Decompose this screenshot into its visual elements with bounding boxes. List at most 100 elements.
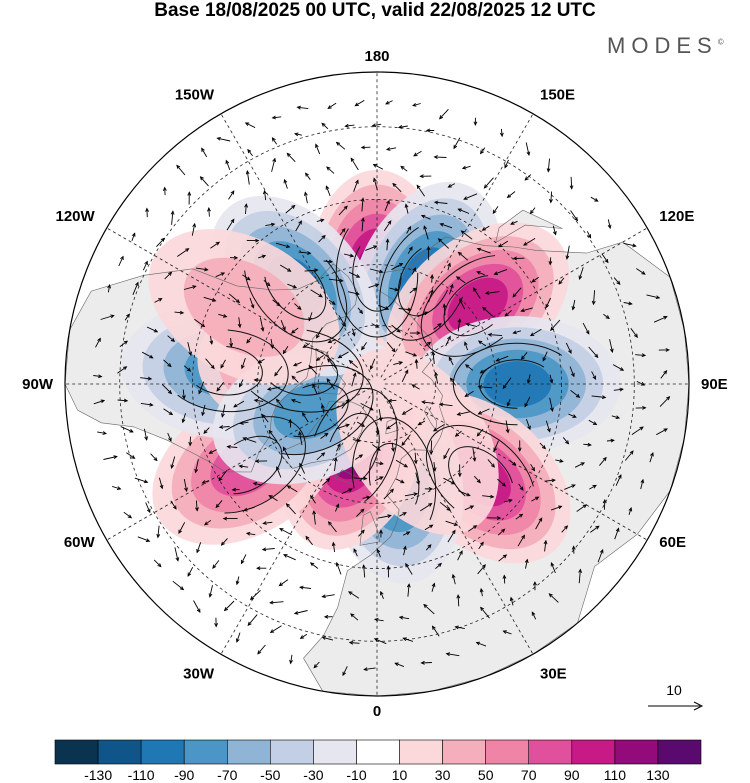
wind-arrow	[258, 254, 267, 259]
wind-arrow	[308, 312, 313, 322]
wind-arrow	[482, 494, 495, 499]
wind-arrow	[318, 234, 326, 243]
colorbar-tick-label: -130	[84, 767, 112, 783]
wind-arrow-shaft	[210, 241, 220, 249]
wind-arrow-head	[339, 278, 344, 283]
wind-arrow-head	[225, 159, 230, 165]
wind-arrow-head	[288, 418, 293, 424]
wind-arrow-shaft	[123, 511, 132, 519]
wind-arrow-shaft	[209, 585, 213, 597]
wind-arrow	[568, 413, 577, 418]
wind-arrow-head	[123, 366, 128, 371]
wind-arrow-shaft	[195, 459, 199, 473]
wind-arrow-shaft	[405, 204, 409, 214]
longitude-label: 60W	[64, 534, 96, 551]
wind-arrow-shaft	[164, 271, 172, 280]
wind-arrow	[635, 405, 647, 410]
wind-arrow-head	[431, 582, 436, 588]
wind-arrow	[442, 303, 447, 316]
wind-arrow-shaft	[502, 377, 512, 389]
wind-arrow	[164, 271, 173, 280]
wind-arrow-head	[457, 251, 463, 256]
wind-arrow-shaft	[124, 313, 130, 321]
wind-arrow-head	[283, 554, 288, 558]
wind-arrow-head	[176, 164, 181, 169]
wind-arrow-shaft	[227, 446, 238, 448]
wind-arrow	[249, 589, 261, 601]
wind-arrow	[341, 488, 353, 495]
wind-arrow-shaft	[282, 447, 290, 460]
wind-arrow-head	[432, 427, 438, 432]
wind-arrow	[659, 396, 671, 407]
wind-arrow-shaft	[572, 299, 576, 310]
wind-arrow-head	[186, 367, 192, 372]
wind-arrow	[433, 200, 448, 205]
wind-arrow	[249, 297, 255, 309]
wind-arrow-shaft	[434, 201, 448, 204]
wind-arrow-head	[257, 359, 262, 364]
wind-arrow-head	[526, 151, 531, 157]
wind-arrow	[393, 361, 404, 366]
wind-arrow-head	[420, 214, 426, 219]
wind-arrow	[451, 573, 456, 585]
wind-arrow-shaft	[368, 284, 379, 289]
wind-arrow-head	[518, 513, 524, 518]
wind-arrow-shaft	[246, 170, 250, 185]
wind-arrow-shaft	[636, 380, 645, 386]
wind-arrow-shaft	[274, 366, 283, 376]
wind-arrow-head	[403, 463, 409, 468]
wind-arrow-shaft	[279, 264, 291, 272]
wind-arrow-shaft	[140, 377, 152, 380]
wind-arrow-shaft	[424, 524, 433, 531]
wind-arrow	[235, 576, 240, 586]
wind-arrow	[623, 301, 633, 306]
wind-arrow-shaft	[202, 480, 210, 484]
wind-arrow-shaft	[574, 462, 585, 468]
wind-arrow-shaft	[161, 383, 172, 394]
wind-arrow-head	[463, 196, 468, 200]
wind-arrow-head	[296, 105, 301, 110]
wind-arrow	[290, 399, 301, 404]
wind-arrow-shaft	[303, 343, 310, 348]
wind-arrow-shaft	[334, 504, 339, 512]
longitude-label: 180	[364, 48, 389, 65]
wind-arrow	[119, 340, 129, 347]
wind-arrow-head	[320, 403, 325, 409]
wind-arrow	[417, 311, 429, 318]
wind-arrow-head	[327, 521, 332, 526]
wind-arrow-head	[663, 428, 668, 432]
coastline	[424, 405, 438, 431]
wind-arrow	[231, 487, 240, 492]
wind-arrow-head	[187, 572, 192, 577]
wind-arrow-shaft	[270, 338, 274, 349]
wind-arrow-head	[269, 629, 275, 634]
wind-arrow	[544, 478, 556, 483]
wind-arrow-shaft	[372, 444, 381, 451]
wind-arrow-head	[457, 318, 462, 323]
wind-arrow-shaft	[405, 563, 413, 575]
wind-arrow-head	[262, 189, 267, 195]
wind-arrow-shaft	[316, 355, 324, 361]
wind-arrow	[391, 442, 395, 453]
wind-arrow-shaft	[326, 166, 335, 174]
streamline	[270, 346, 339, 396]
wind-arrow-shaft	[542, 351, 548, 361]
wind-arrow-head	[479, 541, 484, 546]
map-title: Base 18/08/2025 00 UTC, valid 22/08/2025…	[154, 0, 596, 21]
wind-arrow-head	[558, 505, 563, 510]
wind-arrow	[601, 253, 609, 264]
wind-arrow-head	[546, 428, 551, 433]
wind-arrow-head	[312, 383, 316, 389]
wind-arrow	[499, 128, 504, 138]
wind-arrow-head	[663, 369, 668, 375]
colorbar-swatch	[227, 739, 271, 765]
wind-arrow-head	[461, 165, 467, 170]
wind-arrow-head	[113, 455, 118, 460]
wind-arrow-shaft	[195, 267, 208, 271]
wind-arrow	[531, 496, 540, 502]
wind-arrow	[131, 232, 136, 241]
wind-arrow-head	[493, 271, 498, 275]
wind-arrow-head	[379, 476, 384, 481]
wind-arrow-shaft	[582, 322, 590, 335]
wind-arrow-shaft	[527, 374, 531, 384]
